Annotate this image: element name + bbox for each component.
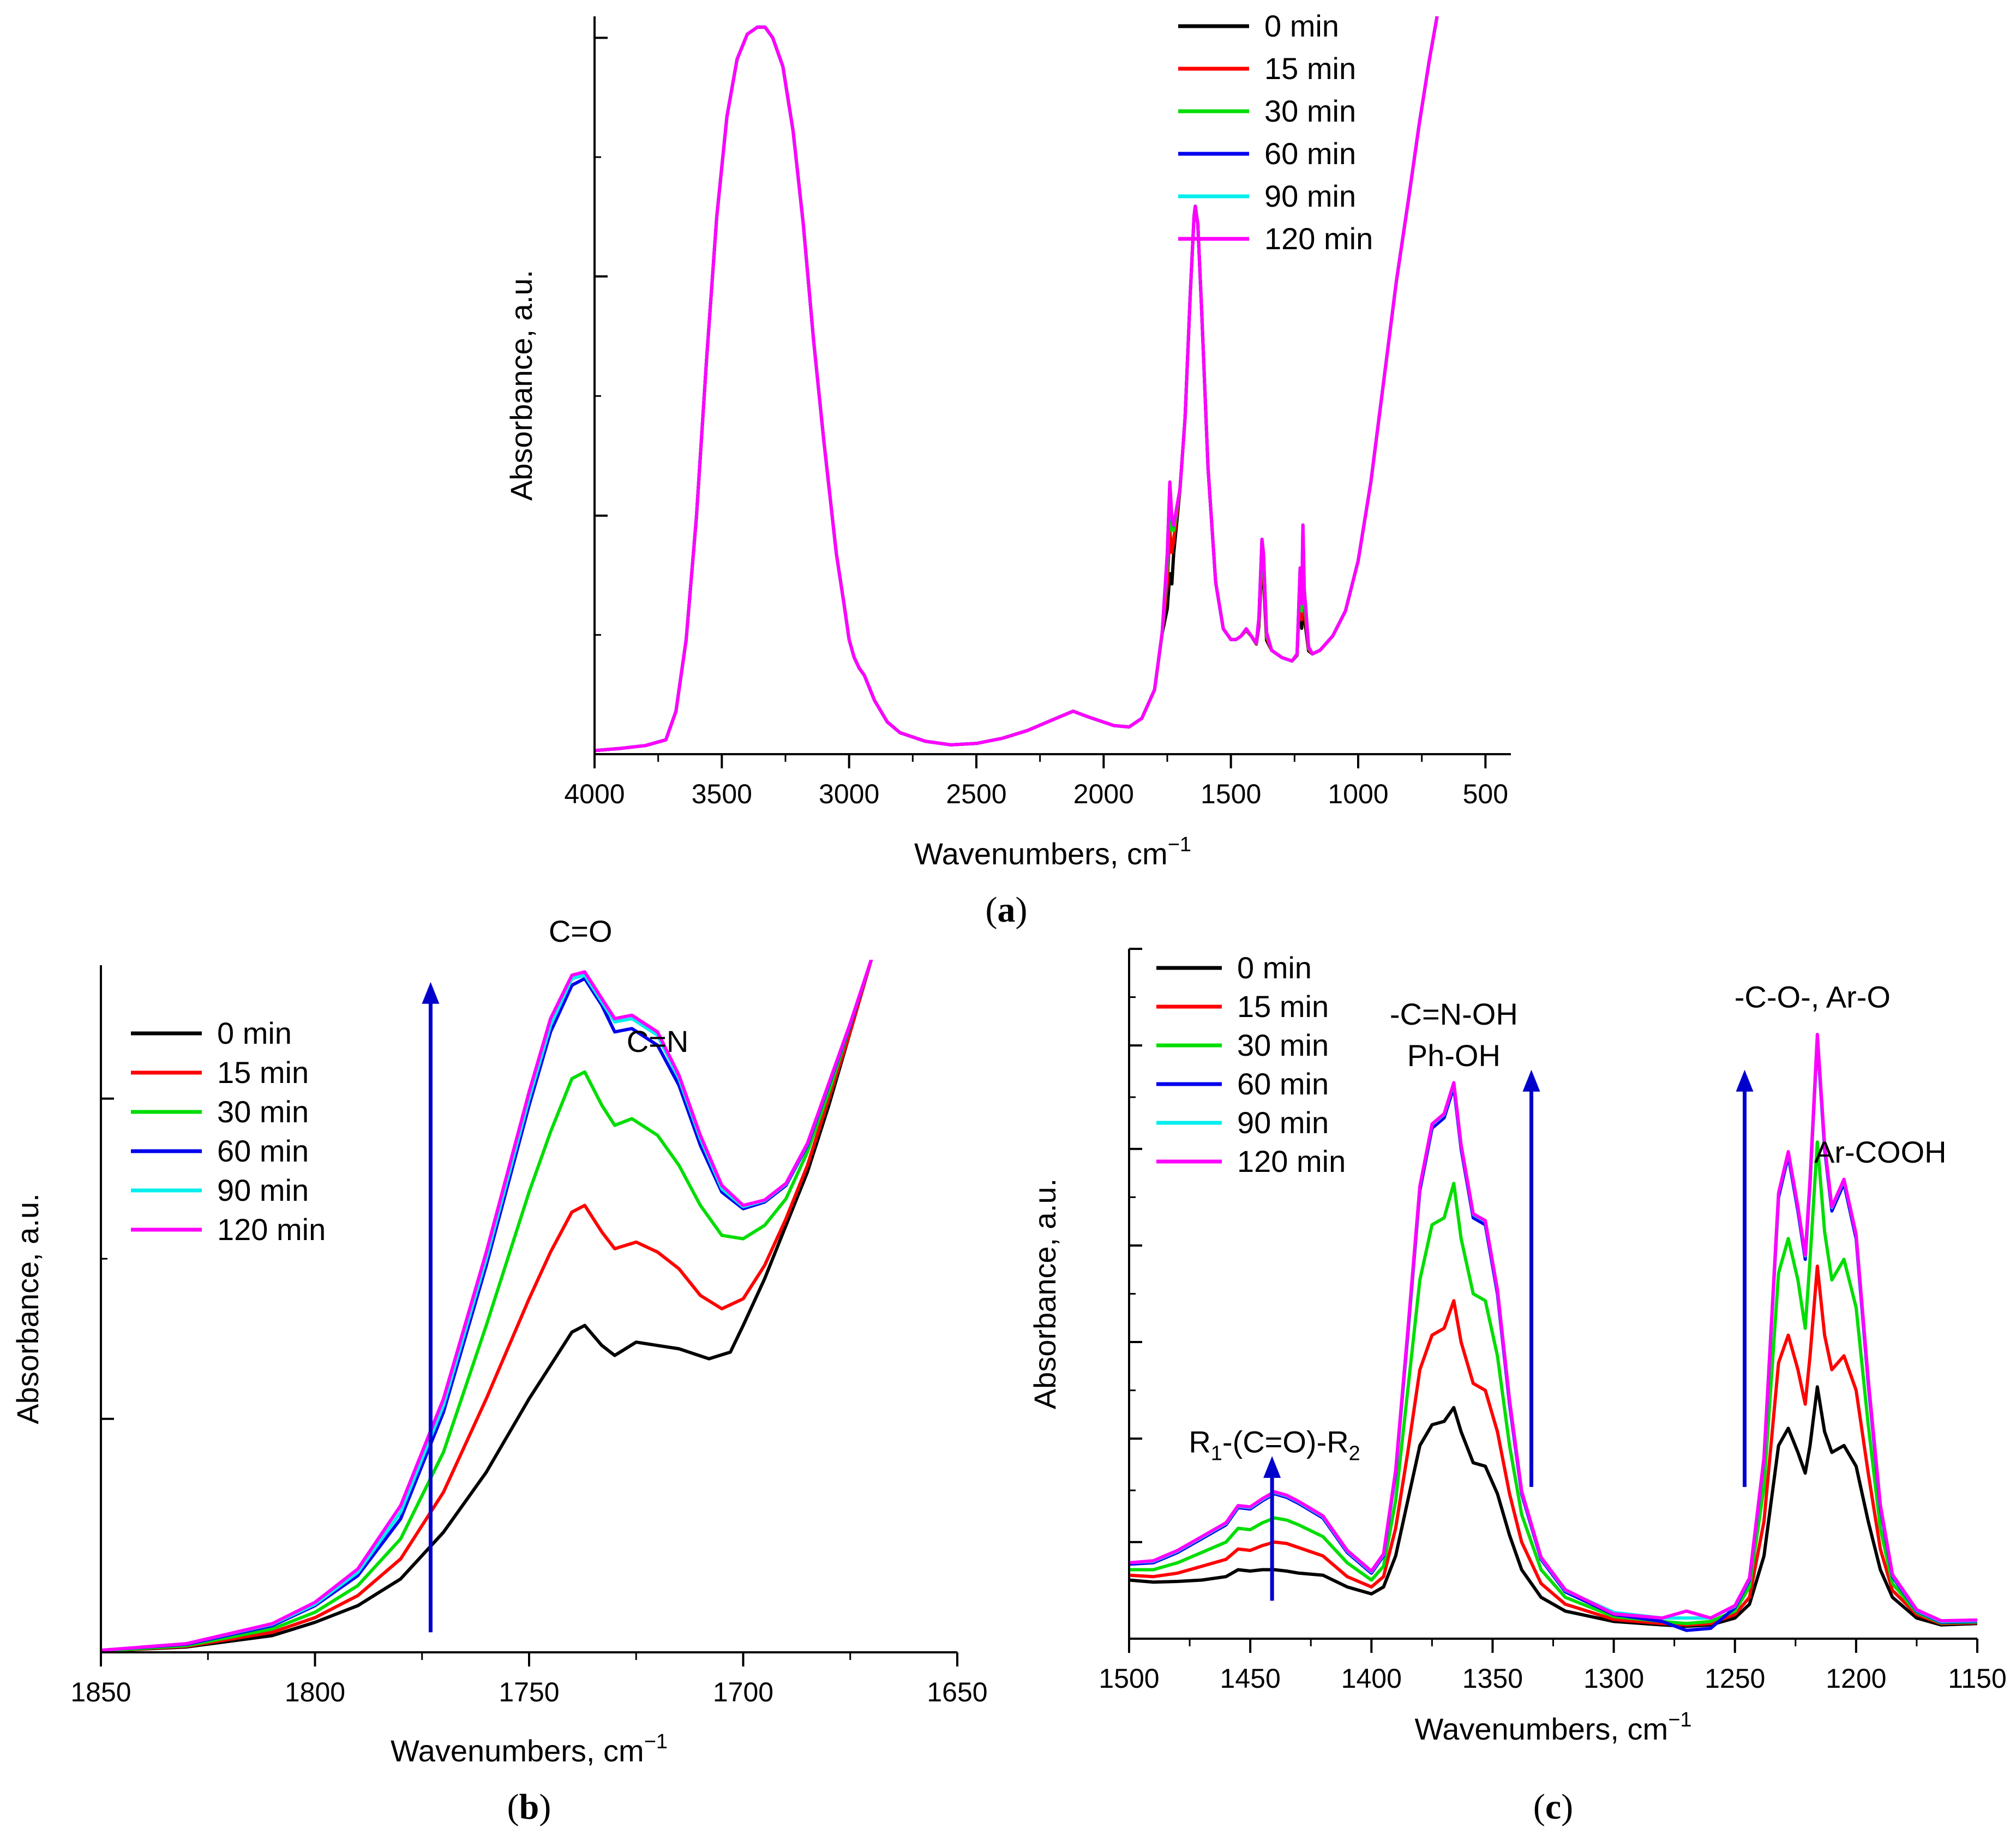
y-axis-title-c: Absorbance, a.u. xyxy=(1028,1178,1062,1409)
x-axis-title-superscript-b: −1 xyxy=(644,1730,668,1753)
legend-label-a-4: 90 min xyxy=(1264,179,1356,213)
legend-label-c-5: 120 min xyxy=(1237,1144,1346,1178)
annotation-c-3: Ar-COOH xyxy=(1814,1135,1947,1169)
x-tick-label-c-0: 1500 xyxy=(1099,1663,1159,1694)
annotation-part-c-4-0: R xyxy=(1189,1424,1210,1459)
panel-label-letter-b: b xyxy=(519,1787,539,1827)
y-axis-title-a: Absorbance, a.u. xyxy=(504,270,538,501)
chart-panel-b: 1850 1800 1750 1700 1650 Wavenumbers, cm−1 Abs… xyxy=(10,914,988,1827)
legend-label-c-1: 15 min xyxy=(1237,989,1329,1024)
chart-panel-a: 4000 3500 3000 2500 2000 1500 1000 500 Wavenumbe… xyxy=(504,9,1511,930)
annotation-b-1: C=N xyxy=(627,1024,689,1058)
x-tick-label-a-0: 4000 xyxy=(564,779,625,809)
x-tick-label-b-3: 1700 xyxy=(713,1677,773,1707)
legend-b: 0 min 15 min 30 min 60 min 90 min 120 min xyxy=(131,1016,326,1247)
chart-panel-c: 1500 1450 1400 1350 1300 1250 1200 1150 Wavenumb… xyxy=(1028,948,2007,1827)
panel-label-open-b: ( xyxy=(507,1787,519,1827)
series-group-b xyxy=(101,960,873,1652)
x-tick-label-b-1: 1800 xyxy=(285,1677,345,1707)
x-tick-label-c-1: 1450 xyxy=(1220,1663,1281,1694)
annotation-c-1: Ph-OH xyxy=(1407,1038,1501,1073)
legend-label-a-2: 30 min xyxy=(1264,94,1356,128)
x-tick-label-b-0: 1850 xyxy=(70,1677,131,1707)
panel-label-open-a: ( xyxy=(986,890,998,930)
annotation-part-c-4-1: 1 xyxy=(1211,1442,1222,1465)
x-axis-title-a: Wavenumbers, cm−1 xyxy=(914,833,1191,871)
series-line-a-5 xyxy=(595,16,1439,753)
panel-label-close-b: ) xyxy=(539,1787,551,1827)
y-axis-title-b: Absorbance, a.u. xyxy=(10,1193,45,1424)
legend-c: 0 min 15 min 30 min 60 min 90 min 120 min xyxy=(1156,950,1346,1178)
annotation-b-0: C=O xyxy=(549,914,613,948)
legend-label-b-3: 60 min xyxy=(217,1134,309,1168)
panel-label-letter-c: c xyxy=(1545,1787,1561,1827)
panel-label-a: (a) xyxy=(986,890,1028,930)
x-tick-label-a-2: 3000 xyxy=(819,779,879,809)
panel-label-letter-a: a xyxy=(998,890,1016,930)
legend-label-a-5: 120 min xyxy=(1264,221,1373,256)
legend-label-c-4: 90 min xyxy=(1237,1105,1329,1140)
x-axis-title-b: Wavenumbers, cm−1 xyxy=(391,1730,668,1768)
annotation-c-0: -C=N-OH xyxy=(1390,997,1518,1031)
x-tick-label-c-3: 1350 xyxy=(1462,1663,1523,1694)
legend-label-b-5: 120 min xyxy=(217,1212,326,1247)
panel-label-close-c: ) xyxy=(1561,1787,1573,1827)
x-axis-title-c: Wavenumbers, cm−1 xyxy=(1414,1708,1691,1746)
trend-arrow-head-b-0 xyxy=(422,982,440,1004)
x-tick-label-a-6: 1000 xyxy=(1328,779,1388,809)
x-tick-label-a-7: 500 xyxy=(1463,779,1508,809)
series-group-a xyxy=(595,16,1439,753)
legend-label-a-1: 15 min xyxy=(1264,51,1356,86)
x-tick-label-a-4: 2000 xyxy=(1073,779,1134,809)
annotation-part-c-4-3: 2 xyxy=(1349,1442,1360,1465)
x-tick-label-c-2: 1400 xyxy=(1341,1663,1402,1694)
annotation-c-4: R1-(C=O)-R2 xyxy=(1189,1424,1360,1465)
x-tick-label-c-5: 1250 xyxy=(1705,1663,1765,1694)
legend-label-c-2: 30 min xyxy=(1237,1028,1329,1062)
trend-arrow-head-c-0 xyxy=(1263,1456,1281,1478)
x-tick-label-c-4: 1300 xyxy=(1583,1663,1644,1694)
legend-label-b-2: 30 min xyxy=(217,1094,309,1129)
x-tick-label-a-5: 1500 xyxy=(1201,779,1261,809)
x-axis-title-superscript-a: −1 xyxy=(1168,833,1191,856)
x-tick-label-c-7: 1150 xyxy=(1948,1663,2007,1694)
panel-label-b: (b) xyxy=(507,1787,551,1827)
annotation-c-2: -C-O-, Ar-O xyxy=(1735,980,1891,1014)
series-group-c xyxy=(1129,1032,1977,1632)
x-tick-label-a-3: 2500 xyxy=(946,779,1006,809)
trend-arrow-head-c-2 xyxy=(1736,1069,1754,1092)
annotation-part-c-4-2: -(C=O)-R xyxy=(1222,1424,1349,1459)
legend-label-c-0: 0 min xyxy=(1237,950,1312,985)
series-line-b-4 xyxy=(101,960,873,1652)
series-line-b-2 xyxy=(101,960,873,1652)
panel-label-c: (c) xyxy=(1533,1787,1573,1827)
panel-label-open-c: ( xyxy=(1533,1787,1545,1827)
legend-label-c-3: 60 min xyxy=(1237,1067,1329,1101)
x-tick-label-b-2: 1750 xyxy=(499,1677,559,1707)
series-line-b-0 xyxy=(101,960,873,1652)
series-line-c-5 xyxy=(1129,1032,1977,1623)
legend-label-b-4: 90 min xyxy=(217,1173,309,1207)
legend-a: 0 min 15 min 30 min 60 min 90 min 120 min xyxy=(1178,9,1373,256)
panel-label-close-a: ) xyxy=(1016,890,1028,930)
series-line-c-0 xyxy=(1129,1385,1977,1628)
x-tick-label-a-1: 3500 xyxy=(692,779,752,809)
series-line-b-3 xyxy=(101,960,873,1652)
series-line-c-1 xyxy=(1129,1264,1977,1627)
series-line-c-2 xyxy=(1129,1140,1977,1626)
legend-label-a-0: 0 min xyxy=(1264,9,1339,43)
series-line-b-5 xyxy=(101,960,873,1652)
legend-label-b-0: 0 min xyxy=(217,1016,292,1050)
trend-arrow-head-c-1 xyxy=(1522,1069,1540,1092)
legend-label-b-1: 15 min xyxy=(217,1055,309,1090)
x-tick-label-c-6: 1200 xyxy=(1826,1663,1886,1694)
series-line-b-1 xyxy=(101,960,873,1652)
x-axis-title-superscript-c: −1 xyxy=(1668,1708,1691,1731)
legend-label-a-3: 60 min xyxy=(1264,136,1356,171)
x-tick-label-b-4: 1650 xyxy=(927,1677,987,1707)
